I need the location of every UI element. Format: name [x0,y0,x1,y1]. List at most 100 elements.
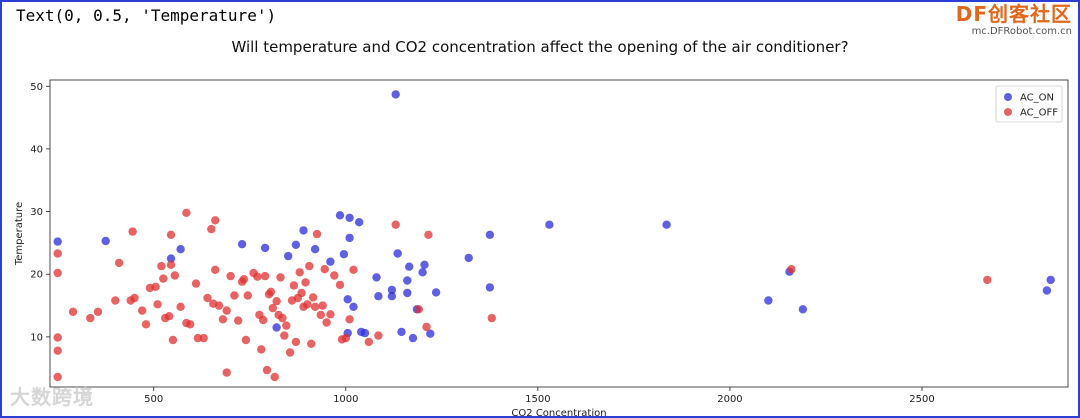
y-axis-label: Temperature [14,202,25,266]
point-ac-off [151,282,160,291]
point-ac-on [335,211,345,220]
watermark-logo: 大数跨境 [10,385,94,409]
point-ac-on [326,257,335,266]
brand-url: mc.DFRobot.com.cn [971,26,1072,37]
point-ac-off [234,316,243,325]
point-ac-off [191,279,201,288]
point-ac-off [414,305,423,314]
point-ac-on [391,90,400,99]
point-ac-off [159,274,168,283]
point-ac-on [420,260,429,269]
point-ac-off [349,265,358,274]
point-ac-off [268,303,277,313]
brand-logo-block: DF创客社区 mc.DFRobot.com.cn [956,4,1072,37]
point-ac-on [299,226,308,235]
point-ac-on [101,236,110,246]
point-ac-on [403,288,412,298]
y-tick-label: 40 [30,144,43,155]
point-ac-off [53,268,62,278]
point-ac-off [230,291,239,300]
legend-ac-off-marker [1004,108,1012,116]
notebook-output-text: Text(0, 0.5, 'Temperature') [16,6,277,25]
point-ac-off [259,315,268,325]
point-ac-on [237,240,247,249]
plot-area [49,79,1069,388]
legend-box [995,85,1063,123]
point-ac-off [211,216,220,225]
point-ac-off [307,339,316,348]
point-ac-off [166,230,176,239]
point-ac-off [241,335,251,345]
point-ac-on [405,262,414,271]
data-points [53,90,1055,382]
point-ac-off [186,320,195,329]
point-ac-off [422,322,431,332]
y-tick-label: 20 [30,270,43,281]
point-ac-off [166,260,176,269]
point-ac-on [176,245,185,254]
point-ac-off [222,306,231,315]
point-ac-off [53,346,62,355]
point-ac-on [355,218,364,227]
point-ac-off [141,320,151,329]
point-ac-off [207,224,216,234]
point-ac-on [343,295,352,304]
point-ac-off [203,293,212,303]
point-ac-off [239,275,249,284]
point-ac-off [487,313,496,323]
point-ac-off [193,333,203,343]
point-ac-off [285,348,295,357]
point-ac-off [270,372,279,382]
point-ac-off [226,271,235,281]
point-ac-off [297,288,306,298]
y-tick-label: 30 [30,207,43,218]
point-ac-off [301,278,310,287]
point-ac-off [243,291,252,300]
point-ac-off [308,293,318,302]
point-ac-off [53,372,62,382]
point-ac-on [485,283,495,292]
point-ac-off [218,315,228,324]
point-ac-off [282,321,291,330]
y-axis-ticks: 10 20 30 40 50 [30,82,50,343]
point-ac-on [393,249,402,258]
point-ac-off [53,249,62,258]
point-ac-off [164,312,174,321]
point-ac-off [320,265,329,274]
point-ac-on [345,233,354,243]
point-ac-off [214,301,224,310]
point-ac-off [211,265,220,274]
y-tick-label: 10 [30,332,43,343]
point-ac-on [408,333,418,343]
x-tick-label: 2500 [909,394,934,405]
point-ac-on [374,292,383,301]
point-ac-off [289,281,299,290]
point-ac-on [798,305,808,314]
point-ac-on [464,253,473,263]
point-ac-on [387,292,397,301]
point-ac-on [1046,275,1055,285]
chart-legend: AC_ON AC_OFF [995,85,1063,123]
point-ac-off [364,337,373,347]
chart-title: Will temperature and CO2 concentration a… [231,38,849,56]
point-ac-off [176,302,185,311]
point-ac-off [391,220,400,229]
x-tick-label: 500 [144,394,163,405]
point-ac-on [166,254,176,263]
point-ac-off [222,368,231,377]
point-ac-off [170,271,179,280]
point-ac-off [111,296,120,305]
point-ac-off [341,333,350,343]
point-ac-off [272,297,281,306]
legend-ac-on-label: AC_ON [1020,93,1054,104]
point-ac-off [335,280,345,290]
point-ac-off [316,310,325,320]
point-ac-on [1042,286,1052,295]
point-ac-off [93,307,103,316]
point-ac-off [303,300,312,309]
point-ac-off [326,310,335,319]
point-ac-on [662,220,671,229]
point-ac-on [764,296,773,305]
point-ac-off [260,271,270,281]
point-ac-off [276,273,285,282]
